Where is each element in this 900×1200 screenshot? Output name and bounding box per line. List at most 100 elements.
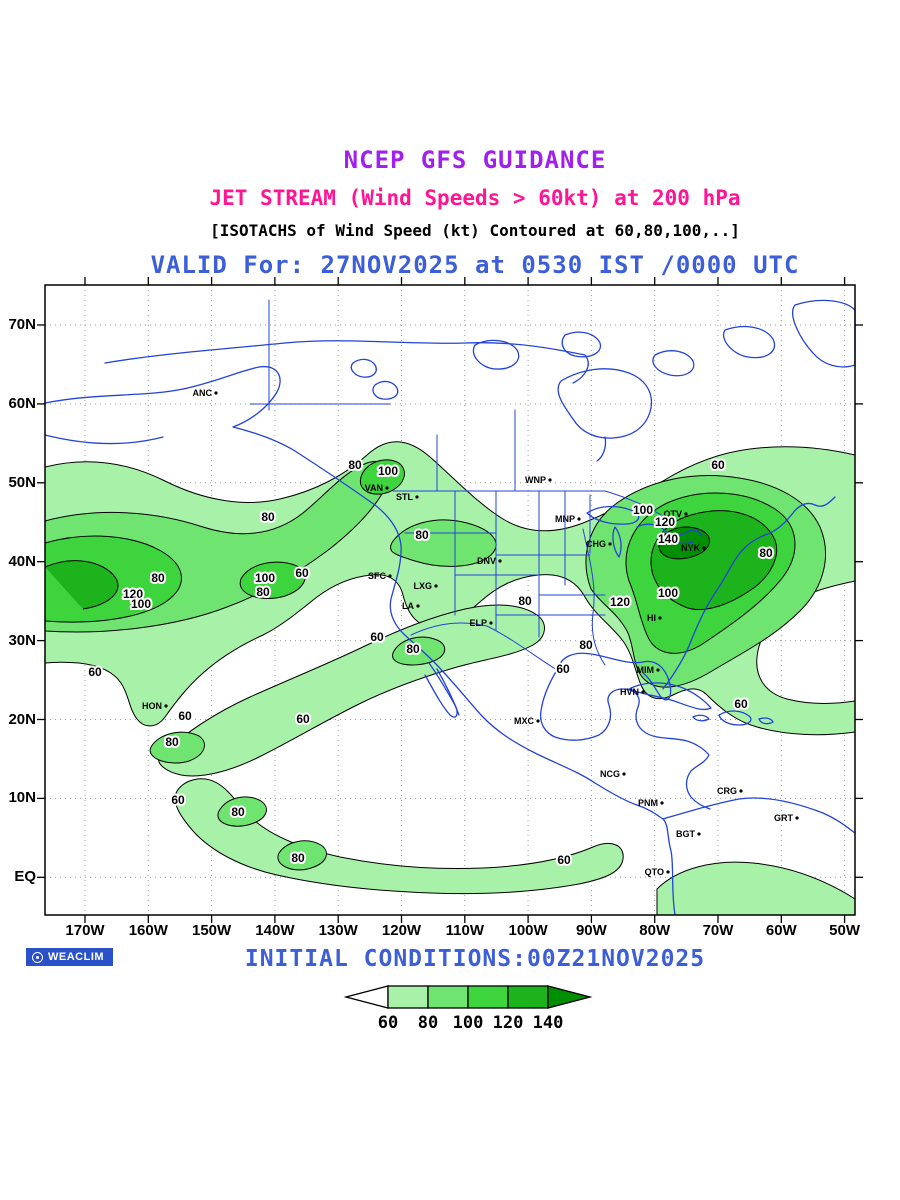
- contour-label: 80: [406, 642, 420, 656]
- contour-label: 120: [655, 515, 675, 529]
- title-block: NCEP GFS GUIDANCE JET STREAM (Wind Speed…: [45, 146, 900, 279]
- station-label: HVN: [620, 687, 639, 697]
- product-title: JET STREAM (Wind Speeds > 60kt) at 200 h…: [209, 186, 741, 210]
- contour-label: 100: [255, 571, 275, 585]
- contour-label: 80: [261, 510, 275, 524]
- coastline-layer: [44, 299, 856, 916]
- station-label: MIM: [637, 665, 655, 675]
- legend-value: 80: [418, 1013, 438, 1033]
- station-label: LXG: [413, 581, 432, 591]
- lat-tick-label: 30N: [8, 631, 36, 649]
- contour-label: 80: [759, 546, 773, 560]
- station-label: ELP: [469, 618, 487, 628]
- station-label: QTO: [645, 867, 664, 877]
- contour-label: 80: [518, 594, 532, 608]
- legend-swatch: [427, 985, 469, 1009]
- station-label: MNP: [555, 514, 575, 524]
- lon-tick-label: 80W: [639, 922, 671, 939]
- station-label: MXC: [514, 716, 535, 726]
- station-label: BGT: [676, 829, 696, 839]
- contour-label: 80: [165, 735, 179, 749]
- contour-label: 60: [295, 566, 309, 580]
- plot-frame: [44, 284, 856, 916]
- latitude-axis: 70N 60N 50N 40N 30N 20N 10N EQ: [0, 285, 40, 915]
- isotach-fill-layer: [44, 441, 856, 916]
- station-label: NCG: [600, 769, 620, 779]
- lat-tick-label: 10N: [8, 789, 36, 807]
- contour-label: 100: [633, 503, 653, 517]
- lon-tick-label: 110W: [445, 922, 484, 939]
- contour-label: 60: [88, 665, 102, 679]
- station-label: HON: [142, 701, 162, 711]
- station-label: WNP: [525, 475, 546, 485]
- station-label: OTV: [663, 509, 682, 519]
- contour-label: 120: [610, 595, 630, 609]
- lon-tick-label: 130W: [318, 922, 358, 939]
- lat-tick-label: EQ: [14, 868, 36, 886]
- station-label: VAN: [365, 483, 383, 493]
- station-label: LA: [402, 601, 414, 611]
- station-label: ANC: [193, 388, 213, 398]
- station-label: GRT: [774, 813, 794, 823]
- contour-label: 60: [178, 709, 192, 723]
- weaclim-logo-icon: [32, 951, 43, 963]
- model-title: NCEP GFS GUIDANCE: [343, 146, 607, 174]
- legend-arrow-below: [343, 985, 389, 1009]
- lon-tick-label: 150W: [192, 922, 232, 939]
- contour-label: 80: [348, 458, 362, 472]
- station-label: STL: [396, 492, 414, 502]
- legend-value: 100: [453, 1013, 484, 1033]
- legend-swatch: [507, 985, 549, 1009]
- axis-ticks-layer: [37, 277, 863, 923]
- station-label: NYK: [681, 543, 701, 553]
- legend-swatch: [387, 985, 429, 1009]
- contour-label: 80: [151, 571, 165, 585]
- lon-tick-label: 120W: [381, 922, 422, 939]
- contour-label: 60: [556, 662, 570, 676]
- lon-tick-label: 160W: [128, 922, 168, 939]
- contour-label: 140: [658, 532, 678, 546]
- legend-swatch: [467, 985, 509, 1009]
- valid-time: VALID For: 27NOV2025 at 0530 IST /0000 U…: [150, 251, 800, 279]
- station-labels-layer: ANC VAN STL WNP MNP CHG OTV NYK SFC LXG DNV LA ELP HI…: [142, 388, 799, 877]
- contour-label: 80: [231, 805, 245, 819]
- legend-value: 60: [378, 1013, 398, 1033]
- contour-note: [ISOTACHS of Wind Speed (kt) Contoured a…: [210, 221, 740, 240]
- lon-tick-label: 50W: [829, 922, 861, 939]
- station-label: DNV: [477, 556, 496, 566]
- contour-label: 80: [579, 638, 593, 652]
- isotach-map: ANC VAN STL WNP MNP CHG OTV NYK SFC LXG DNV LA ELP HI…: [37, 277, 863, 923]
- contour-label: 60: [557, 853, 571, 867]
- contour-label: 100: [131, 597, 151, 611]
- station-label: CHG: [586, 539, 606, 549]
- contour-label: 80: [291, 851, 305, 865]
- lat-tick-label: 40N: [8, 552, 36, 570]
- station-label: SFC: [368, 571, 387, 581]
- contour-label: 60: [734, 697, 748, 711]
- lat-tick-label: 60N: [8, 394, 36, 412]
- contour-label: 120: [123, 587, 143, 601]
- map-plot-area: ANC VAN STL WNP MNP CHG OTV NYK SFC LXG DNV LA ELP HI…: [37, 277, 863, 923]
- contour-label: 80: [256, 585, 270, 599]
- lat-tick-label: 70N: [8, 316, 36, 333]
- weaclim-badge: WEACLIM: [26, 948, 114, 966]
- contour-label: 100: [378, 464, 398, 478]
- legend-value: 140: [533, 1013, 564, 1033]
- lat-tick-label: 50N: [8, 473, 36, 491]
- lon-tick-label: 70W: [702, 922, 734, 939]
- contour-label: 60: [171, 793, 185, 807]
- lon-tick-label: 60W: [765, 922, 797, 939]
- station-label: HI: [647, 613, 656, 623]
- contour-label: 60: [711, 458, 725, 472]
- station-label: PNM: [638, 798, 658, 808]
- legend-value: 120: [493, 1013, 524, 1033]
- lon-tick-label: 140W: [255, 922, 295, 939]
- brand-name: WEACLIM: [48, 951, 105, 963]
- contour-label: 60: [370, 630, 384, 644]
- lon-tick-label: 100W: [508, 922, 548, 939]
- longitude-axis: 170W 160W 150W 140W 130W 120W 110W 100W 90W 80W 70…: [45, 915, 860, 941]
- legend-colorbar: 60 80 100 120 140: [343, 985, 593, 1033]
- contour-label: 80: [415, 528, 429, 542]
- contour-label: 100: [658, 586, 678, 600]
- lon-tick-label: 170W: [65, 922, 105, 939]
